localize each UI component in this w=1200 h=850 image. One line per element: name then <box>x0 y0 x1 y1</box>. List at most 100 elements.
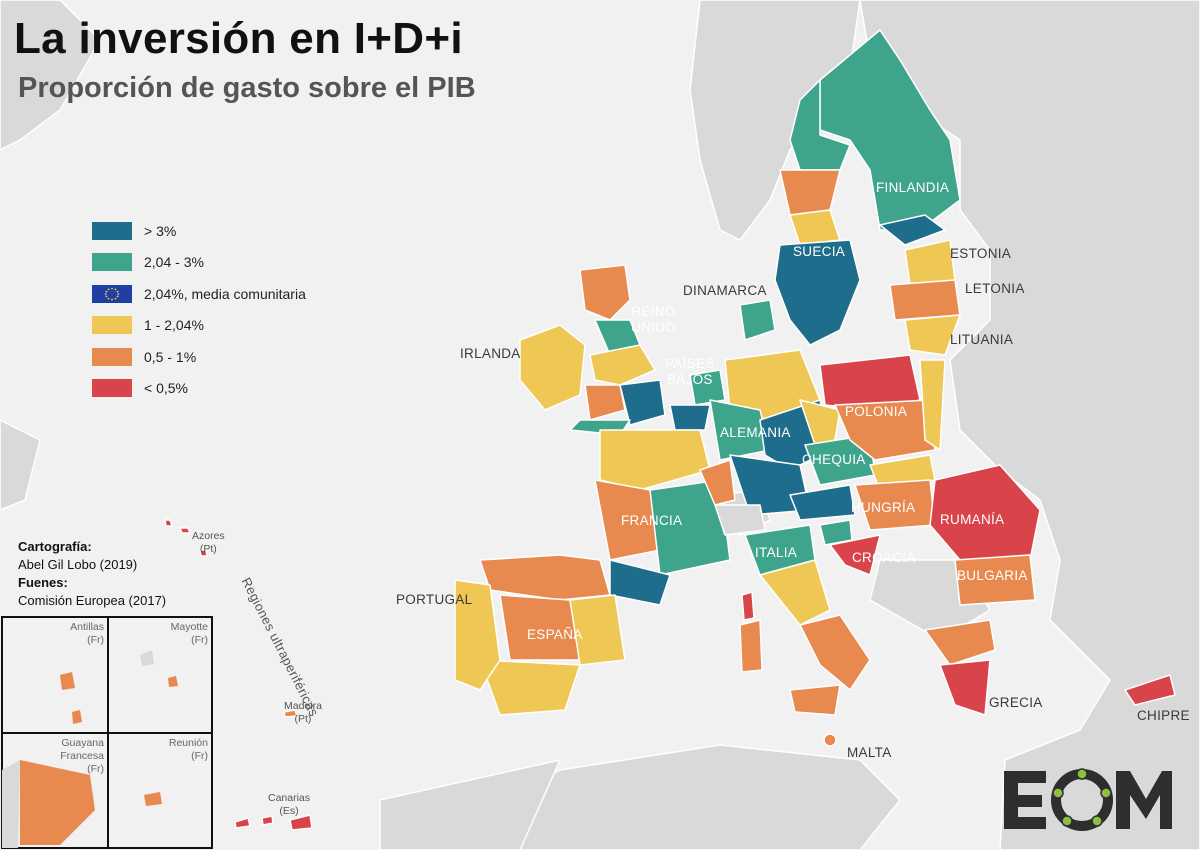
region-austria <box>789 484 856 521</box>
label-suecia: SUECIA <box>793 244 846 259</box>
region-finland-north <box>819 29 961 231</box>
region-greece-south <box>939 659 991 716</box>
page-title: La inversión en I+D+i <box>14 14 463 63</box>
region-sweden-north <box>789 79 851 171</box>
label-paises-bajos: PAÍSES BAJOS <box>665 356 715 387</box>
region-denmark <box>739 299 776 341</box>
eu-flag-icon <box>92 284 132 303</box>
region-spain-north <box>479 554 611 601</box>
region-france-north <box>599 429 711 491</box>
outermost-insets <box>1 616 213 849</box>
region-greece-north <box>924 619 996 666</box>
region-uk-north <box>589 344 656 386</box>
region-italy-south <box>799 614 871 691</box>
region-sweden-mid2 <box>789 209 841 246</box>
eom-logo <box>1004 768 1172 831</box>
label-letonia: LETONIA <box>965 281 1025 296</box>
legend-item: 1 - 2,04% <box>92 310 306 342</box>
legend-label: 2,04 - 3% <box>144 254 204 271</box>
label-hungria: HUNGRÍA <box>851 500 916 515</box>
region-belgium <box>669 404 711 431</box>
region-uk-wales <box>584 384 626 421</box>
region-bulgaria <box>954 554 1036 606</box>
legend-item: 0,5 - 1% <box>92 341 306 373</box>
label-azores: Azores (Pt) <box>192 530 225 555</box>
region-spain-south <box>479 659 581 716</box>
region-uk-south <box>619 379 666 426</box>
region-ireland <box>519 324 586 411</box>
region-canarias <box>234 814 313 831</box>
label-chipre: CHIPRE <box>1137 708 1190 723</box>
region-switzerland <box>714 504 766 536</box>
region-lithuania <box>904 314 961 356</box>
label-espana: ESPAÑA <box>527 627 583 642</box>
legend-label: 2,04%, media comunitaria <box>144 285 306 302</box>
legend-swatch <box>92 253 132 272</box>
region-sweden-mid <box>779 169 841 216</box>
legend-item: 2,04%, media comunitaria <box>92 278 306 310</box>
legend-swatch <box>92 347 132 366</box>
label-madeira: Madeira (Pt) <box>284 700 322 725</box>
legend-swatch <box>92 379 132 398</box>
legend-item: > 3% <box>92 215 306 247</box>
sources-heading: Fuenes: <box>18 575 68 590</box>
region-france-south <box>609 559 671 606</box>
inset-label-reunion: Reunión (Fr) <box>168 737 208 762</box>
region-italy-center <box>759 559 831 626</box>
legend-label: < 0,5% <box>144 380 188 397</box>
region-uk-scotland <box>579 264 631 321</box>
legend-label: 0,5 - 1% <box>144 348 197 365</box>
region-madeira <box>283 709 298 718</box>
label-italia: ITALIA <box>755 545 798 560</box>
label-francia: FRANCIA <box>621 513 683 528</box>
region-croatia <box>829 534 881 576</box>
label-rumania: RUMANÍA <box>940 512 1005 527</box>
region-corsica <box>741 591 755 621</box>
credits: Cartografía: Abel Gil Lobo (2019) Fuenes… <box>18 538 166 610</box>
region-malta <box>823 733 837 747</box>
region-spain-east <box>569 594 626 666</box>
legend-label: 1 - 2,04% <box>144 317 204 334</box>
region-netherlands <box>689 369 726 406</box>
sources-value: Comisión Europea (2017) <box>18 593 167 608</box>
region-portugal <box>454 579 501 691</box>
legend: > 3% 2,04 - 3% 2,04%, media comunitaria … <box>92 215 306 404</box>
region-poland-east <box>919 359 946 451</box>
label-polonia: POLONIA <box>845 404 908 419</box>
legend-swatch <box>92 221 132 240</box>
label-canarias: Canarias (Es) <box>268 792 311 817</box>
legend-swatch <box>92 316 132 335</box>
inset-label-mayotte: Mayotte (Fr) <box>170 621 208 646</box>
region-sicily <box>789 684 841 716</box>
region-latvia <box>889 279 961 321</box>
region-azores <box>164 519 208 557</box>
label-grecia: GRECIA <box>989 695 1043 710</box>
label-irlanda: IRLANDA <box>460 346 521 361</box>
label-dinamarca: DINAMARCA <box>683 283 767 298</box>
inset-shapes <box>2 650 178 848</box>
label-finlandia: FINLANDIA <box>876 180 950 195</box>
legend-item: 2,04 - 3% <box>92 247 306 279</box>
label-lituania: LITUANIA <box>950 332 1014 347</box>
label-croacia: CROACIA <box>852 550 916 565</box>
eu-regions <box>164 29 1176 831</box>
page-subtitle: Proporción de gasto sobre el PIB <box>18 72 476 104</box>
region-sardinia <box>739 619 763 673</box>
legend-label: > 3% <box>144 222 177 239</box>
region-estonia <box>904 239 956 286</box>
label-estonia: ESTONIA <box>950 246 1012 261</box>
label-bulgaria: BULGARIA <box>957 568 1028 583</box>
inset-label-antillas: Antillas (Fr) <box>70 621 104 646</box>
region-finland-south <box>879 214 946 246</box>
legend-item: < 0,5% <box>92 373 306 405</box>
inset-label-guayana: Guayana Francesa (Fr) <box>60 737 104 775</box>
label-chequia: CHEQUIA <box>802 452 866 467</box>
region-france-east <box>699 459 736 506</box>
cartography-author: Abel Gil Lobo (2019) <box>18 557 138 572</box>
label-alemania: ALEMANIA <box>720 425 791 440</box>
label-portugal: PORTUGAL <box>396 592 473 607</box>
label-malta: MALTA <box>847 745 892 760</box>
region-poland-south <box>834 399 936 461</box>
cartography-heading: Cartografía: <box>18 539 92 554</box>
